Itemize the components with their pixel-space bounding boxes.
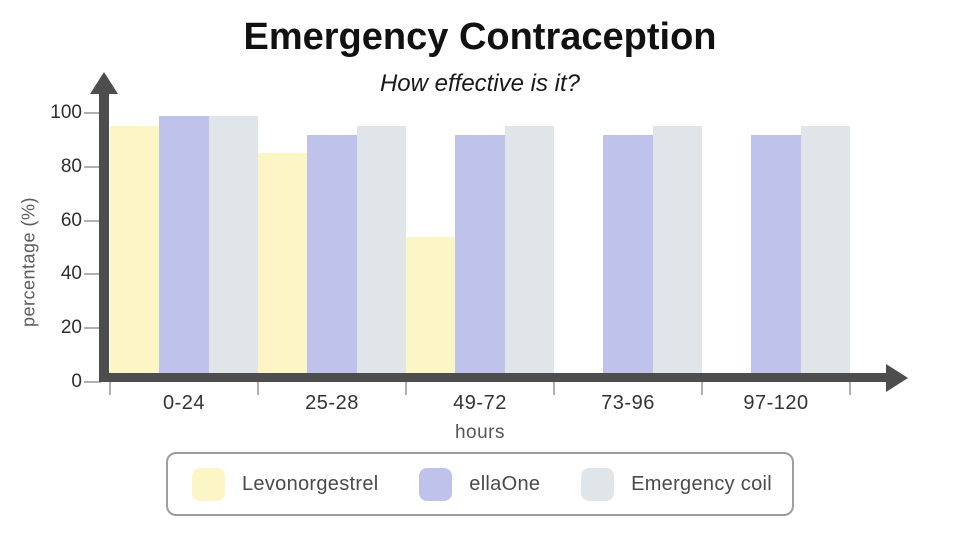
- y-tick-label: 100: [50, 102, 82, 123]
- y-tick-label: 80: [60, 155, 82, 177]
- bar-ellaone-25-28: [307, 134, 357, 382]
- legend-swatch-icon: [419, 467, 453, 501]
- y-tick: [84, 219, 101, 222]
- bar-emergency-coil-25-28: [356, 126, 406, 382]
- page-title: Emergency Contraception: [243, 16, 717, 58]
- bar-ellaone-0-24: [159, 115, 209, 382]
- y-axis: [99, 86, 109, 382]
- chart-subtitle: How effective is it?: [379, 70, 581, 97]
- y-tick: [84, 112, 101, 114]
- y-tick: [84, 327, 101, 330]
- x-tick: [257, 382, 259, 395]
- y-axis-arrow-icon: [90, 72, 118, 94]
- x-tick: [553, 382, 555, 395]
- bar-levonorgestrel-49-72: [406, 236, 456, 382]
- bar-emergency-coil-97-120: [800, 126, 850, 382]
- x-tick-label: 73-96: [601, 392, 655, 414]
- legend-label: Levonorgestrel: [242, 472, 379, 495]
- bar-ellaone-97-120: [751, 134, 801, 382]
- legend: Levonorgestrel ellaOne Emergency coil: [166, 452, 794, 516]
- bar-emergency-coil-0-24: [208, 115, 258, 382]
- x-tick: [849, 382, 851, 395]
- legend-item-levonorgestrel: Levonorgestrel: [192, 467, 379, 501]
- legend-swatch-icon: [581, 467, 615, 501]
- x-tick: [109, 382, 111, 395]
- y-tick-label: 20: [60, 317, 82, 339]
- y-tick-label: 60: [60, 209, 82, 231]
- x-tick-label: 97-120: [743, 392, 809, 414]
- y-tick-label: 0: [71, 371, 82, 392]
- x-axis-arrow-icon: [886, 364, 908, 392]
- legend-item-emergency-coil: Emergency coil: [581, 467, 772, 501]
- y-tick: [84, 273, 101, 276]
- bar-ellaone-73-96: [603, 134, 653, 382]
- legend-label: ellaOne: [469, 472, 541, 495]
- y-tick: [84, 381, 101, 383]
- legend-swatch-icon: [192, 467, 225, 501]
- x-tick-label: 25-28: [305, 392, 359, 414]
- bar-emergency-coil-73-96: [652, 126, 702, 382]
- x-tick-label: 0-24: [162, 392, 206, 414]
- x-tick: [405, 382, 407, 395]
- bar-levonorgestrel-25-28: [258, 153, 308, 382]
- bar-emergency-coil-49-72: [504, 126, 554, 382]
- legend-item-ellaone: ellaOne: [419, 467, 541, 501]
- x-tick: [701, 382, 703, 395]
- legend-label: Emergency coil: [631, 472, 772, 495]
- bar-ellaone-49-72: [455, 134, 505, 382]
- x-axis-label: hours: [454, 422, 506, 443]
- y-tick-label: 40: [60, 263, 82, 285]
- y-tick: [84, 165, 101, 168]
- bar-levonorgestrel-0-24: [110, 126, 160, 382]
- x-axis: [99, 373, 891, 382]
- x-tick-label: 49-72: [453, 392, 507, 414]
